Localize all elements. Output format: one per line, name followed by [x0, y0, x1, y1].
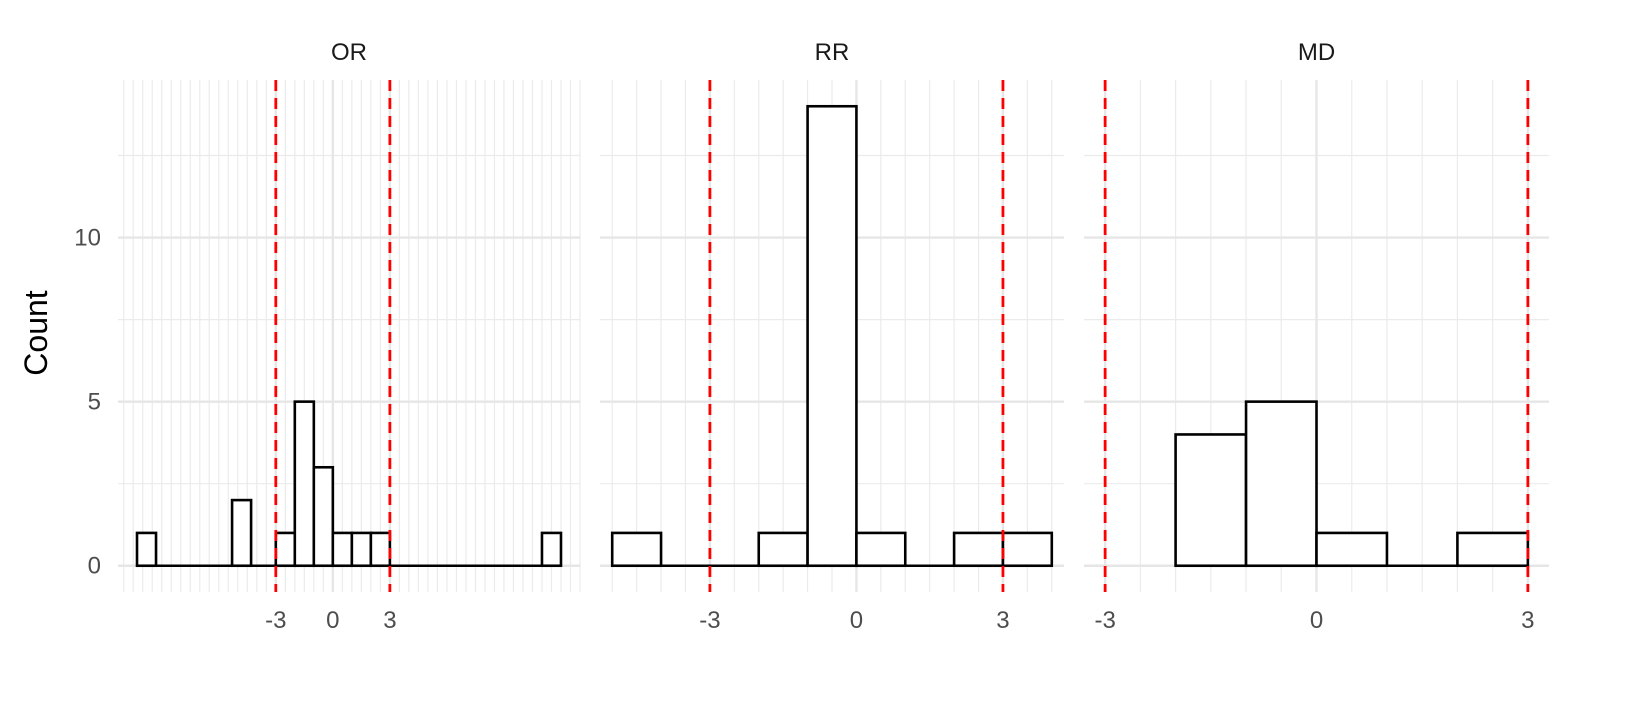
x-tick-label: -3	[699, 607, 720, 634]
histogram-bar	[293, 400, 316, 568]
x-tick-label: 3	[383, 607, 396, 634]
y-tick-label: 0	[88, 553, 101, 580]
x-tick-label: 0	[326, 607, 339, 634]
y-axis-label: Count	[18, 290, 54, 376]
x-tick-label: 3	[1521, 607, 1534, 634]
x-tick-label: 3	[996, 607, 1009, 634]
y-tick-label: 10	[74, 225, 101, 252]
histogram-bar	[331, 531, 354, 568]
histogram-bar	[757, 531, 809, 568]
histogram-bar	[1456, 531, 1530, 568]
histogram-bar	[855, 531, 907, 568]
histogram-bar	[1001, 531, 1054, 568]
histogram-bar	[230, 498, 253, 568]
histogram-bar	[350, 531, 373, 568]
y-tick-label: 5	[88, 389, 101, 416]
x-tick-label: -3	[265, 607, 286, 634]
panel-or: OR -3 0 3	[118, 39, 581, 634]
x-tick-label: 0	[850, 607, 863, 634]
facet-title: OR	[331, 39, 367, 66]
histogram-bar	[806, 104, 858, 568]
histogram-bar	[540, 531, 563, 568]
histogram-bar	[312, 465, 335, 568]
histogram-bar	[610, 531, 663, 568]
histogram-bar	[1174, 433, 1248, 568]
histogram-bar	[1244, 400, 1318, 568]
x-tick-label: 0	[1310, 607, 1323, 634]
histogram-bar	[274, 531, 297, 568]
histogram-bar	[135, 531, 158, 568]
histogram-bar	[952, 531, 1005, 568]
histogram-bar	[369, 531, 392, 568]
histogram-bar	[1315, 531, 1389, 568]
panel-rr: RR -3 0 3	[600, 39, 1064, 634]
facet-title: MD	[1298, 39, 1335, 66]
panel-md: MD -3 0 3	[1084, 39, 1549, 634]
x-tick-label: -3	[1094, 607, 1115, 634]
facet-title: RR	[815, 39, 850, 66]
